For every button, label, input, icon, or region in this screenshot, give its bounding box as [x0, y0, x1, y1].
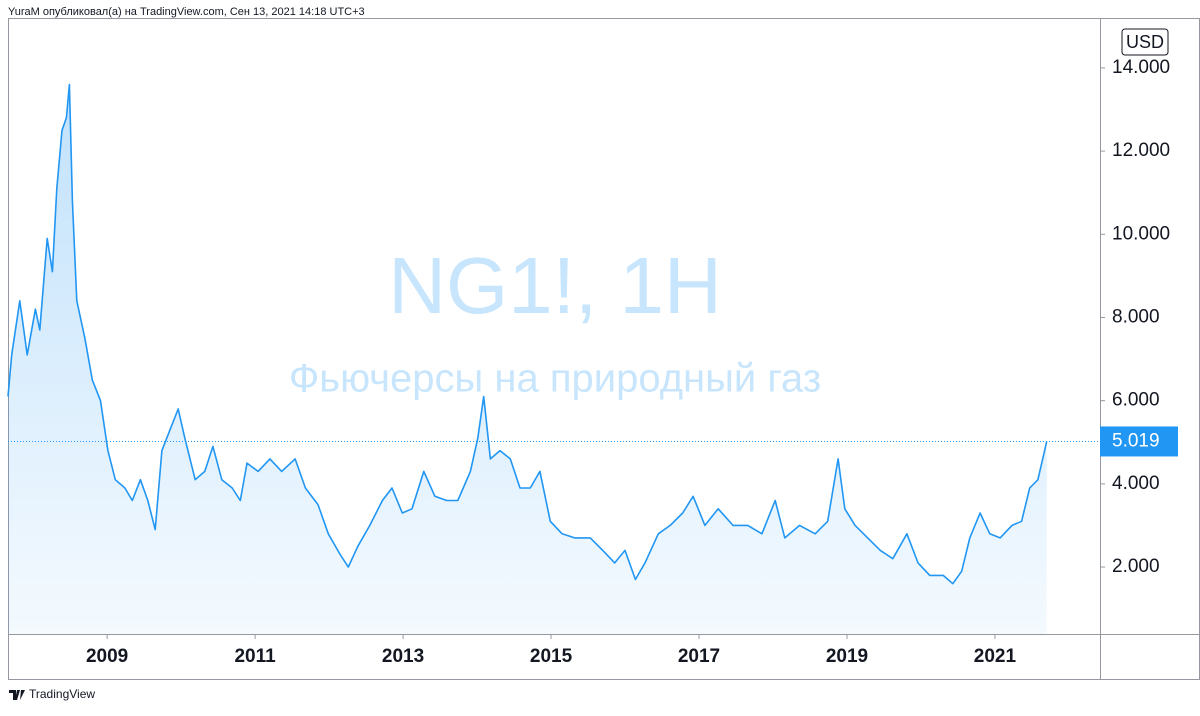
y-tick-label: 4.000: [1112, 473, 1160, 494]
header: YuraM опубликовал(а) на TradingView.com,…: [8, 6, 365, 18]
watermark-subtitle: Фьючерсы на природный газ: [289, 357, 821, 401]
area: [8, 84, 1047, 634]
x-tick-label: 2021: [974, 646, 1017, 667]
watermark-title: NG1!, 1H: [388, 241, 721, 330]
y-tick-label: 2.000: [1112, 556, 1160, 577]
x-tick-label: 2019: [826, 646, 868, 667]
y-tick-label: 14.000: [1112, 57, 1170, 78]
currency-box[interactable]: [1121, 28, 1169, 56]
price-line: [7, 83, 1048, 585]
x-tick-label: 2009: [86, 646, 128, 667]
x-tick-label: 2011: [234, 646, 276, 667]
currency[interactable]: USD: [1126, 32, 1164, 52]
y-tick-label: 10.000: [1112, 223, 1170, 244]
x-tick-label: 2015: [530, 646, 573, 667]
last-price-label: 5.019: [1112, 430, 1160, 451]
y-tick-label: 12.000: [1112, 140, 1170, 161]
footer: TradingView: [29, 687, 95, 701]
y-tick-label: 8.000: [1112, 306, 1160, 327]
last-price-box: [1100, 426, 1178, 457]
y-tick-label: 6.000: [1112, 390, 1160, 411]
x-tick-label: 2013: [382, 646, 424, 667]
logo: [9, 690, 25, 700]
x-tick-label: 2017: [678, 646, 720, 667]
